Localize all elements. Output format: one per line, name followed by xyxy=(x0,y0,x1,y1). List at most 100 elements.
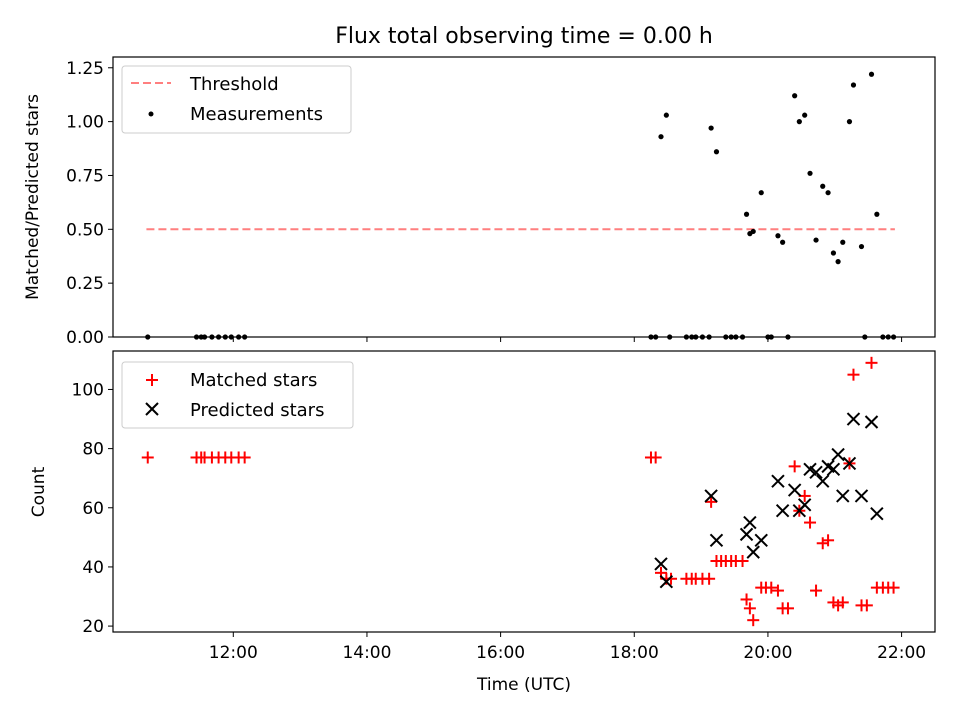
matched-star-point xyxy=(804,516,817,529)
predicted-star-point xyxy=(842,456,857,471)
predicted-star-point xyxy=(739,527,754,542)
bottom-x-axis: 12:00 14:00 16:00 18:00 20:00 22:00 xyxy=(209,632,926,663)
predicted-star-point xyxy=(771,474,785,488)
top-plot: 0.00 0.25 0.50 0.75 1.00 1.25 Matched/Predict… xyxy=(23,56,936,348)
predicted-star-point xyxy=(854,489,869,503)
matched-star-point xyxy=(816,537,829,550)
predicted-star-point xyxy=(654,557,668,571)
matched-star-point xyxy=(238,451,251,464)
matched-star-point xyxy=(788,460,801,473)
measurement-point xyxy=(796,119,802,125)
bottom-legend: Matched stars Predicted stars xyxy=(121,361,354,429)
matched-star-point xyxy=(736,555,749,568)
predicted-star-point xyxy=(836,489,850,503)
chart-title: Flux total observing time = 0.00 h xyxy=(335,24,713,49)
y-tick-label: 20 xyxy=(82,617,104,637)
matched-stars-legend-swatch xyxy=(146,374,158,386)
y-tick-label: 40 xyxy=(82,558,104,578)
y-tick-label: 60 xyxy=(82,499,104,519)
predicted-star-point xyxy=(870,506,884,521)
matched-star-point xyxy=(822,534,835,547)
matched-star-point xyxy=(765,581,778,594)
matched-star-point xyxy=(860,599,873,612)
top-plot-frame xyxy=(112,56,936,338)
bottom-legend-box xyxy=(121,361,354,429)
predicted-star-point xyxy=(864,415,879,429)
x-tick-label: 16:00 xyxy=(476,643,525,663)
measurement-point xyxy=(807,170,813,176)
matched-star-point xyxy=(836,596,849,609)
y-tick-label: 80 xyxy=(82,440,104,460)
predicted-star-point xyxy=(775,504,790,518)
predicted-star-point xyxy=(809,465,823,479)
matched-star-point xyxy=(771,584,784,597)
measurement-point xyxy=(775,233,781,239)
predicted-star-point xyxy=(797,498,812,512)
measurement-point xyxy=(743,211,750,217)
measurement-point xyxy=(874,211,880,217)
measurement-point xyxy=(750,228,756,235)
measurement-point xyxy=(708,125,714,131)
measurement-point xyxy=(868,71,875,77)
measurement-point xyxy=(850,82,857,88)
matched-star-point xyxy=(747,614,760,627)
measurement-point xyxy=(802,112,808,118)
y-tick-label: 0.75 xyxy=(66,166,104,186)
predicted-star-point xyxy=(659,575,674,589)
predicted-star-point xyxy=(754,533,768,548)
predicted-star-point xyxy=(743,515,757,530)
measurement-point xyxy=(825,190,831,196)
measurement-point xyxy=(663,112,669,118)
y-tick-label: 0.25 xyxy=(66,274,104,294)
measurement-point xyxy=(813,237,819,243)
matched-star-point xyxy=(743,602,756,615)
top-legend: Threshold Measurements xyxy=(121,65,352,134)
predicted-star-point xyxy=(704,489,718,503)
measurement-point xyxy=(713,149,720,155)
predicted-stars-legend-label: Predicted stars xyxy=(190,400,324,421)
measurement-point xyxy=(658,134,664,140)
predicted-star-point xyxy=(709,533,724,548)
measurement-point xyxy=(820,183,826,189)
bottom-y-axis-label: Count xyxy=(29,466,49,517)
predicted-star-point xyxy=(787,483,802,497)
measurement-point xyxy=(792,93,798,99)
predicted-star-point xyxy=(746,545,760,559)
x-tick-label: 14:00 xyxy=(342,643,391,663)
matched-star-point xyxy=(781,602,794,615)
x-tick-label: 20:00 xyxy=(743,643,792,663)
y-tick-label: 1.00 xyxy=(66,113,104,133)
y-tick-label: 100 xyxy=(72,380,104,400)
matched-star-point xyxy=(705,495,718,508)
x-tick-label: 18:00 xyxy=(610,643,659,663)
matched-star-point xyxy=(703,572,716,585)
y-tick-label: 0.50 xyxy=(66,220,104,240)
matched-stars-legend-label: Matched stars xyxy=(190,370,317,391)
measurement-point xyxy=(830,250,837,256)
predicted-star-point xyxy=(831,447,845,462)
measurement-point xyxy=(758,190,764,196)
measurement-point xyxy=(858,243,865,250)
matched-star-point xyxy=(141,451,154,464)
bottom-plot-frame xyxy=(112,350,936,633)
y-tick-label: 1.25 xyxy=(66,59,104,79)
measurement-point xyxy=(780,239,786,245)
measurement-point xyxy=(846,119,853,125)
y-tick-label: 0.00 xyxy=(66,328,104,348)
matched-star-point xyxy=(810,584,823,597)
measurements-legend-swatch xyxy=(148,111,154,117)
measurements-legend-label: Measurements xyxy=(190,104,323,125)
predicted-star-point xyxy=(846,412,861,426)
bottom-plot: 20 40 60 80 100 12:00 14:00 16:00 18:00 20:00 22:… xyxy=(29,350,936,695)
bottom-plot-data xyxy=(141,356,900,627)
matched-star-point xyxy=(649,451,662,464)
top-y-axis-label: Matched/Predicted stars xyxy=(23,94,43,300)
threshold-legend-label: Threshold xyxy=(189,74,279,95)
matched-star-point xyxy=(865,356,878,369)
x-tick-label: 12:00 xyxy=(209,643,258,663)
predicted-star-point xyxy=(816,474,830,488)
measurement-point xyxy=(840,239,846,245)
matched-star-point xyxy=(887,581,900,594)
matched-star-point xyxy=(847,368,860,381)
